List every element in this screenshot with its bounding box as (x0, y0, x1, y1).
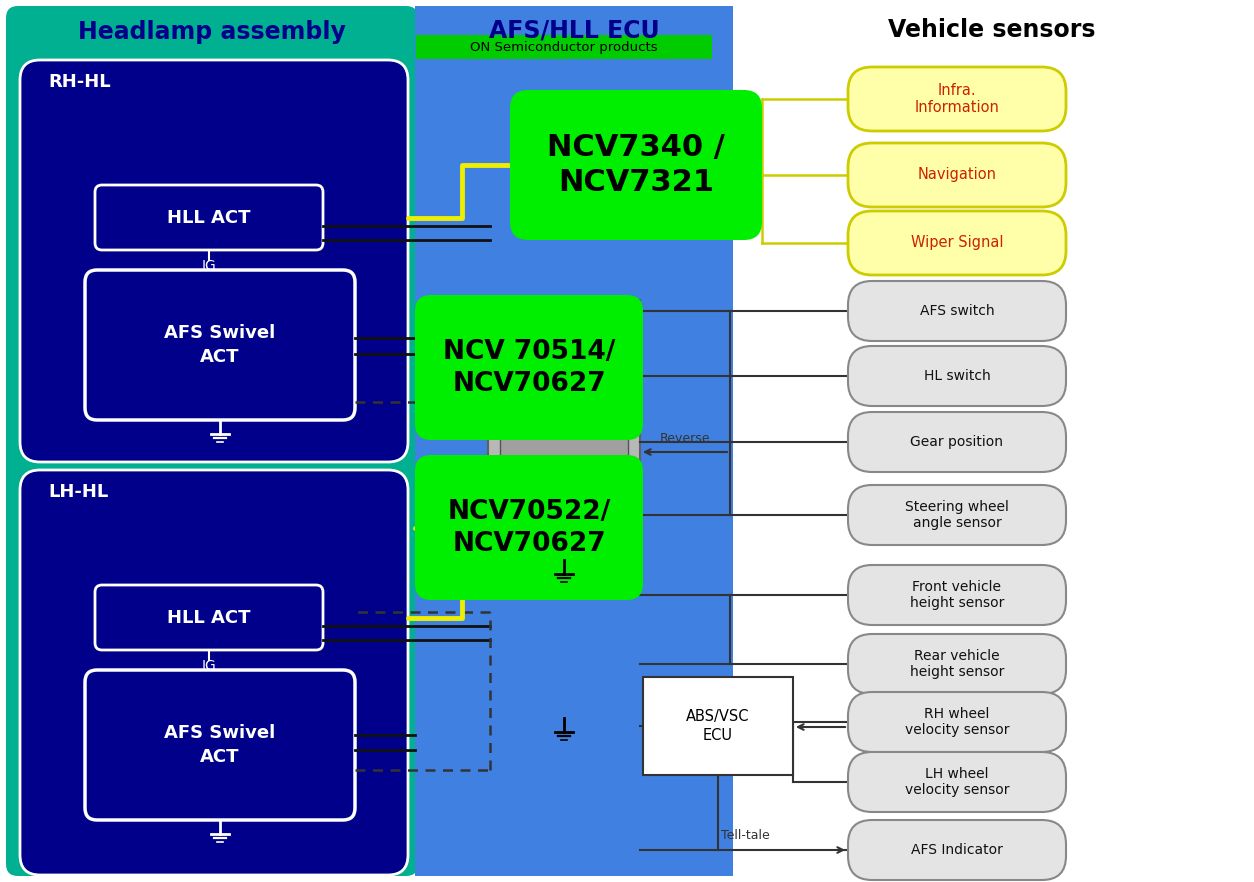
FancyBboxPatch shape (848, 412, 1066, 472)
FancyBboxPatch shape (6, 6, 418, 876)
FancyBboxPatch shape (848, 143, 1066, 207)
Text: AFS/HLL ECU: AFS/HLL ECU (489, 18, 660, 42)
Text: LH wheel
velocity sensor: LH wheel velocity sensor (904, 767, 1009, 797)
Text: AFS switch: AFS switch (919, 304, 994, 318)
Text: NCV7340 /
NCV7321: NCV7340 / NCV7321 (547, 132, 725, 198)
FancyBboxPatch shape (415, 295, 643, 440)
Text: NCV 70514/
NCV70627: NCV 70514/ NCV70627 (443, 339, 616, 397)
Text: HL switch: HL switch (924, 369, 991, 383)
Text: AFS Indicator: AFS Indicator (912, 843, 1003, 857)
FancyBboxPatch shape (848, 346, 1066, 406)
Text: HLL ACT: HLL ACT (167, 609, 251, 627)
FancyBboxPatch shape (848, 692, 1066, 752)
FancyBboxPatch shape (20, 60, 408, 462)
FancyBboxPatch shape (848, 67, 1066, 131)
Text: Wiper Signal: Wiper Signal (910, 235, 1003, 250)
Bar (643, 677, 793, 775)
Text: LH-HL: LH-HL (48, 483, 108, 501)
FancyBboxPatch shape (510, 90, 762, 240)
Bar (500, 315, 628, 547)
FancyBboxPatch shape (95, 185, 324, 250)
Text: Reverse: Reverse (660, 432, 710, 445)
FancyBboxPatch shape (848, 565, 1066, 625)
FancyBboxPatch shape (848, 820, 1066, 880)
Text: AFS Swivel
ACT: AFS Swivel ACT (164, 325, 276, 366)
Text: Vehicle sensors: Vehicle sensors (888, 18, 1096, 42)
Text: Navigation: Navigation (918, 168, 997, 183)
Text: IG: IG (202, 659, 217, 673)
Text: RH-HL: RH-HL (48, 73, 110, 91)
Bar (415, 6, 734, 876)
FancyBboxPatch shape (848, 752, 1066, 812)
FancyBboxPatch shape (85, 270, 355, 420)
Text: Rear vehicle
height sensor: Rear vehicle height sensor (910, 649, 1004, 679)
FancyBboxPatch shape (95, 585, 324, 650)
Text: Steering wheel
angle sensor: Steering wheel angle sensor (905, 500, 1009, 530)
FancyBboxPatch shape (415, 455, 643, 600)
Text: NCV70522/
NCV70627: NCV70522/ NCV70627 (448, 499, 611, 557)
Text: ABS/VSC
ECU: ABS/VSC ECU (686, 709, 750, 743)
Text: RH wheel
velocity sensor: RH wheel velocity sensor (904, 706, 1009, 737)
Text: Infra.
Information: Infra. Information (914, 83, 999, 116)
Text: Headlamp assembly: Headlamp assembly (78, 20, 346, 44)
FancyBboxPatch shape (848, 485, 1066, 545)
Text: AFS Swivel
ACT: AFS Swivel ACT (164, 724, 276, 766)
FancyBboxPatch shape (848, 281, 1066, 341)
Text: HLL ACT: HLL ACT (167, 209, 251, 227)
Text: Front vehicle
height sensor: Front vehicle height sensor (910, 579, 1004, 610)
Bar (488, 300, 640, 560)
FancyBboxPatch shape (848, 211, 1066, 275)
Bar (416, 35, 712, 59)
Text: Gear position: Gear position (910, 435, 1003, 449)
Text: ON Semiconductor products: ON Semiconductor products (470, 41, 658, 54)
FancyBboxPatch shape (20, 470, 408, 875)
FancyBboxPatch shape (85, 670, 355, 820)
FancyBboxPatch shape (848, 634, 1066, 694)
Text: Tell-tale: Tell-tale (721, 829, 770, 842)
Text: IG: IG (202, 259, 217, 273)
